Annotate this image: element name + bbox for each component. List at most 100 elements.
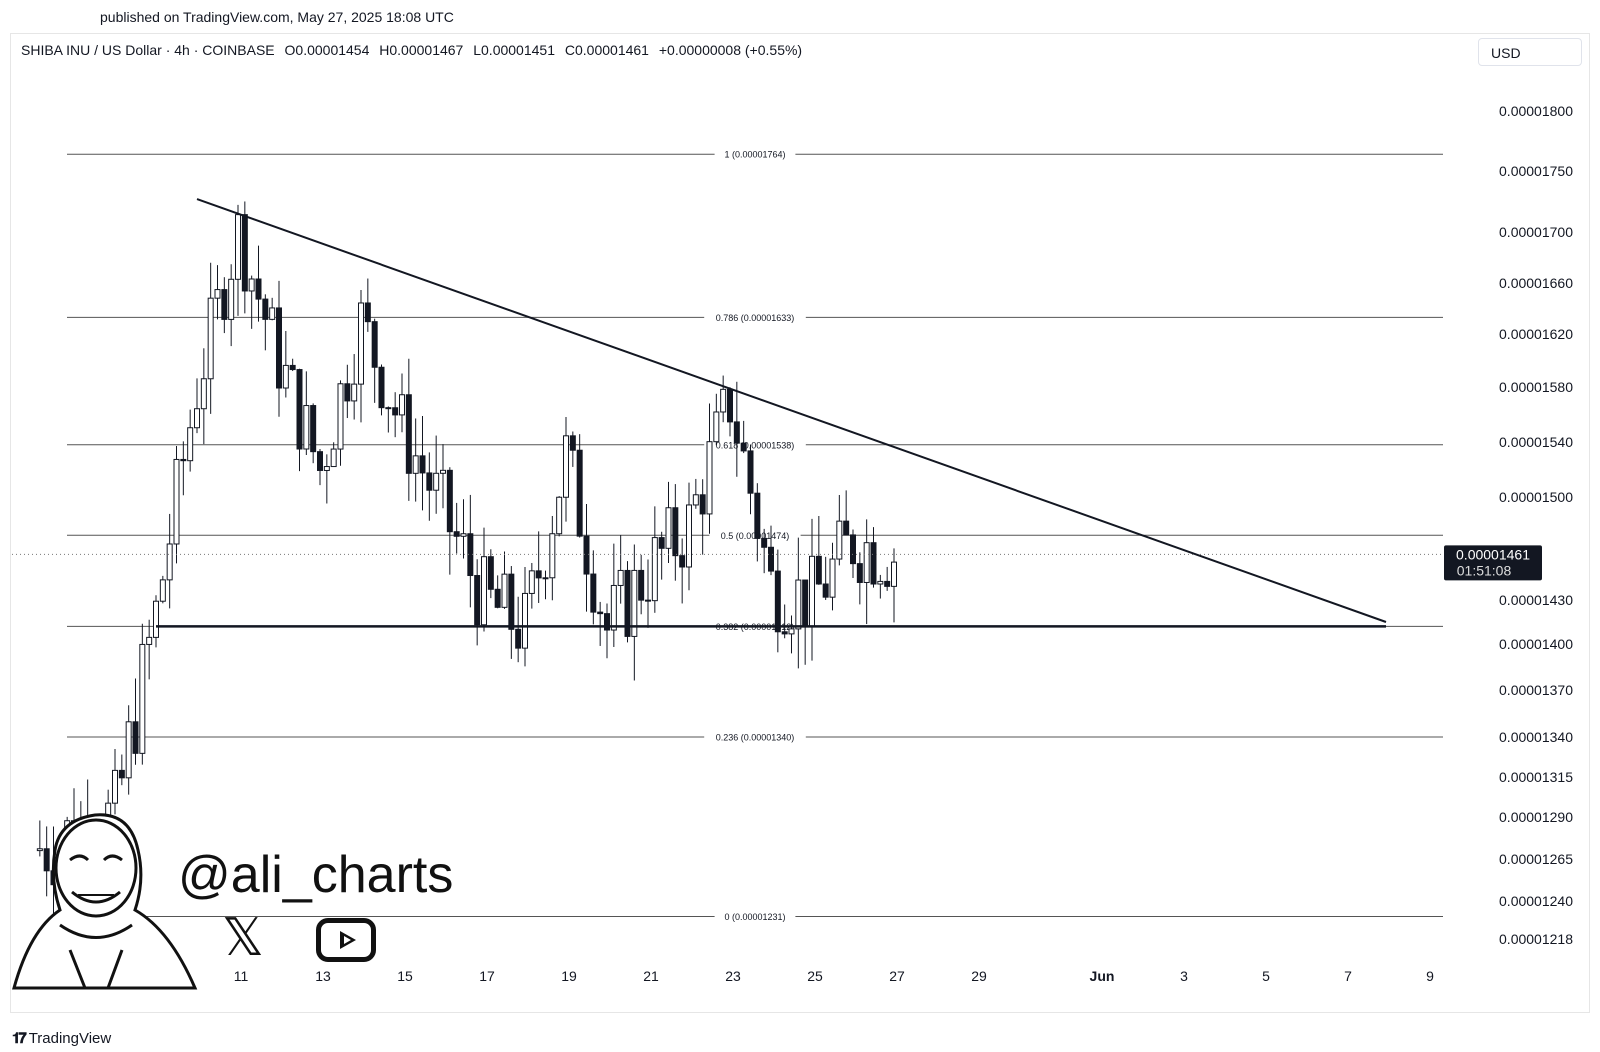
candle-body — [590, 573, 597, 613]
candle-body — [241, 214, 248, 292]
candle-body — [836, 520, 843, 560]
symbol-header: SHIBA INU / US Dollar · 4h · COINBASE O0… — [21, 42, 808, 58]
candle-body — [604, 613, 610, 631]
candle-body — [665, 507, 672, 549]
price-tick-label: 0.00001265 — [1499, 851, 1573, 867]
candle-body — [829, 558, 836, 598]
candle-body — [617, 569, 624, 586]
time-tick-label: 19 — [561, 968, 577, 984]
price-tick-label: 0.00001540 — [1499, 434, 1573, 450]
time-axis: 7911131517192123252729Jun3579 — [73, 968, 1434, 984]
candle-body — [289, 364, 296, 371]
candle-body — [528, 570, 535, 594]
price-axis: 0.00001800 0.00001750 0.00001700 0.00001660… — [1444, 103, 1573, 947]
candle-body — [692, 494, 699, 506]
candle-body — [153, 600, 159, 638]
candle-body — [781, 631, 788, 635]
fib-label-bg — [714, 910, 796, 923]
time-tick-label: 5 — [1262, 968, 1270, 984]
current-price-badge — [1444, 545, 1542, 581]
candle-body — [597, 611, 604, 615]
candle-body — [877, 580, 884, 585]
candle-body — [207, 297, 214, 380]
price-tick-label: 0.00001660 — [1499, 275, 1573, 291]
current-price-value: 0.00001461 — [1456, 546, 1530, 562]
price-tick-label: 0.00001370 — [1499, 682, 1573, 698]
candle-body — [433, 472, 440, 491]
price-tick-label: 0.00001430 — [1499, 592, 1573, 608]
candle-body — [863, 542, 870, 583]
candle-body — [221, 289, 228, 320]
candle-body — [686, 504, 692, 568]
ohlc-low: L0.00001451 — [473, 42, 555, 58]
candle-body — [262, 298, 269, 320]
candle-body — [494, 588, 501, 608]
time-tick-label: 23 — [725, 968, 741, 984]
candle-body — [542, 577, 549, 580]
candle-body — [747, 450, 754, 494]
time-tick-label: 27 — [889, 968, 905, 984]
candle-body — [843, 520, 850, 536]
candle-body — [624, 569, 631, 637]
price-tick-label: 0.00001700 — [1499, 224, 1573, 240]
fib-label-bg — [704, 311, 806, 324]
candle-body — [576, 449, 583, 537]
price-tick-label: 0.00001580 — [1499, 379, 1573, 395]
fib-level-label: 0.618 (0.00001538) — [716, 440, 795, 450]
candle-body — [276, 307, 282, 389]
candle-body — [651, 537, 658, 602]
price-tick-label: 0.00001290 — [1499, 809, 1573, 825]
candle-body — [125, 721, 132, 779]
candle-body — [344, 383, 351, 402]
candle-body — [412, 455, 419, 474]
candle-body — [200, 378, 207, 410]
currency-button[interactable]: USD — [1478, 38, 1582, 66]
candle-body — [720, 388, 727, 413]
candle-body — [337, 383, 344, 450]
drawing-layer — [12, 198, 1443, 628]
ohlc-close: C0.00001461 — [564, 42, 649, 58]
candle-body — [761, 537, 768, 548]
candle-body — [303, 405, 310, 450]
candle-body — [706, 441, 713, 515]
candle-body — [583, 535, 590, 575]
candle-body — [815, 555, 822, 585]
candle-body — [850, 534, 856, 565]
candle-body — [112, 769, 118, 804]
published-caption: published on TradingView.com, May 27, 20… — [100, 9, 454, 25]
candle-body — [235, 214, 241, 280]
candle-body — [809, 555, 815, 628]
bar-countdown: 01:51:08 — [1457, 562, 1512, 578]
candle-body — [419, 455, 426, 474]
fib-level-label: 1 (0.00001764) — [724, 150, 785, 160]
candle-body — [740, 442, 747, 452]
candle-body — [549, 533, 556, 579]
footer-brand[interactable]: 𝟏𝟕 TradingView — [12, 1030, 111, 1047]
time-tick-label: 25 — [807, 968, 823, 984]
symbol-name[interactable]: SHIBA INU / US Dollar · 4h · COINBASE — [21, 42, 275, 58]
tradingview-logo-icon: 𝟏𝟕 — [12, 1030, 27, 1047]
price-tick-label: 0.00001315 — [1499, 769, 1573, 785]
candle-body — [159, 579, 166, 602]
candle-body — [672, 507, 679, 557]
time-tick-label: 21 — [643, 968, 659, 984]
time-tick-label: Jun — [1090, 968, 1115, 984]
ohlc-change: +0.00000008 (+0.55%) — [658, 42, 803, 58]
price-tick-label: 0.00001620 — [1499, 326, 1573, 342]
candles-layer — [36, 201, 897, 925]
candle-body — [822, 583, 829, 598]
candle-body — [358, 302, 364, 385]
chart-frame — [10, 33, 1590, 1013]
candle-body — [269, 307, 276, 320]
price-tick-label: 0.00001218 — [1499, 931, 1573, 947]
candle-body — [228, 278, 235, 320]
candle-body — [481, 556, 487, 626]
time-tick-label: 9 — [1426, 968, 1434, 984]
candle-body — [884, 580, 891, 587]
candle-body — [501, 573, 508, 608]
candle-body — [563, 435, 569, 498]
candle-body — [870, 542, 877, 585]
candle-body — [214, 289, 221, 299]
price-tick-label: 0.00001400 — [1499, 636, 1573, 652]
